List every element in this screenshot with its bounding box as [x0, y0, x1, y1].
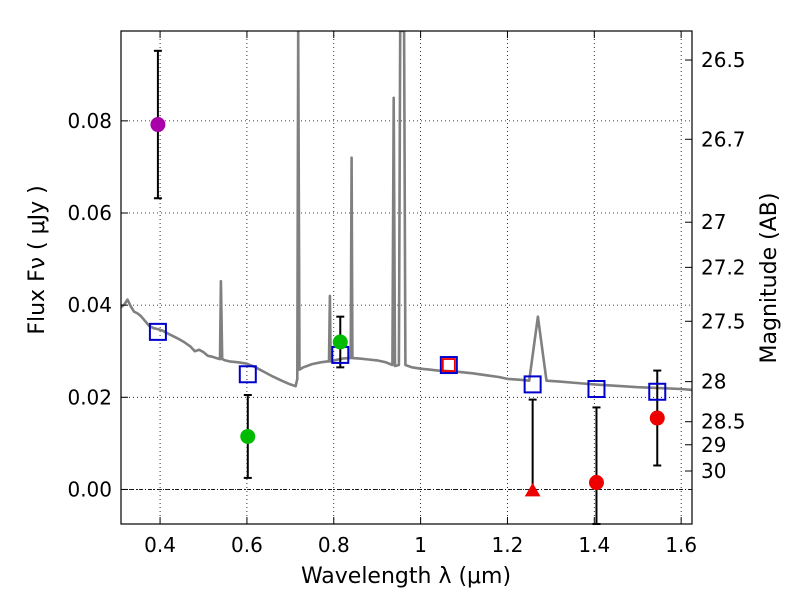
x-axis-label: Wavelength λ (μm): [301, 564, 511, 589]
magnitude-tick-label: 26.5: [701, 48, 746, 72]
magnitude-tick-label: 27.2: [701, 255, 746, 279]
model-photometry-series: [148, 322, 667, 401]
observed-point: [588, 475, 604, 491]
spectrum-line: [121, 31, 692, 392]
observed-point: [649, 410, 665, 426]
model-photometry-point: [648, 382, 667, 401]
y-tick-label: 0.06: [67, 201, 112, 225]
x-tick-label: 0.8: [318, 533, 350, 557]
x-tick-label: 1.4: [578, 533, 610, 557]
x-tick-label: 1: [414, 533, 427, 557]
y-tick-label: 0.02: [67, 385, 112, 409]
y-axis-label: Flux Fν ( μJy ): [25, 185, 50, 334]
magnitude-tick-label: 27: [701, 210, 726, 234]
y-tick-label: 0.00: [67, 477, 112, 501]
model-photometry-point: [439, 356, 458, 375]
magnitude-tick-label: 28.5: [701, 410, 746, 434]
x-tick-label: 1.6: [665, 533, 697, 557]
model-photometry-point: [587, 380, 606, 399]
magnitude-tick-label: 28: [701, 370, 726, 394]
y-tick-label: 0.08: [67, 109, 112, 133]
model-photometry-point: [523, 375, 542, 394]
grid: [121, 31, 692, 524]
error-bars: [153, 49, 662, 525]
magnitude-tick-label: 27.5: [701, 309, 746, 333]
observed-point: [240, 428, 256, 444]
spectrum-series: [121, 31, 692, 392]
y-axis-right-label: Magnitude (AB): [757, 193, 782, 364]
observed-point-square: [441, 358, 456, 372]
model-photometry-point: [238, 365, 257, 384]
x-tick-label: 0.4: [144, 533, 176, 557]
x-tick-label: 1.2: [492, 533, 524, 557]
x-axis-ticks: 0.4 0.6 0.8 1 1.2 1.4 1.6: [144, 31, 697, 557]
observed-point: [150, 117, 166, 133]
model-photometry-point: [148, 322, 167, 341]
x-tick-label: 0.6: [231, 533, 263, 557]
magnitude-tick-label: 26.7: [701, 127, 746, 151]
y-tick-label: 0.04: [67, 293, 112, 317]
y-axis-ticks: 0.00 0.02 0.04 0.06 0.08: [67, 109, 128, 501]
observed-upper-limit-point: [524, 482, 541, 497]
magnitude-tick-label: 30: [701, 459, 726, 483]
observed-photometry-series: [150, 117, 665, 497]
magnitude-tick-label: 29: [701, 433, 726, 457]
plot-area-frame: [120, 30, 693, 525]
observed-point: [332, 334, 348, 350]
